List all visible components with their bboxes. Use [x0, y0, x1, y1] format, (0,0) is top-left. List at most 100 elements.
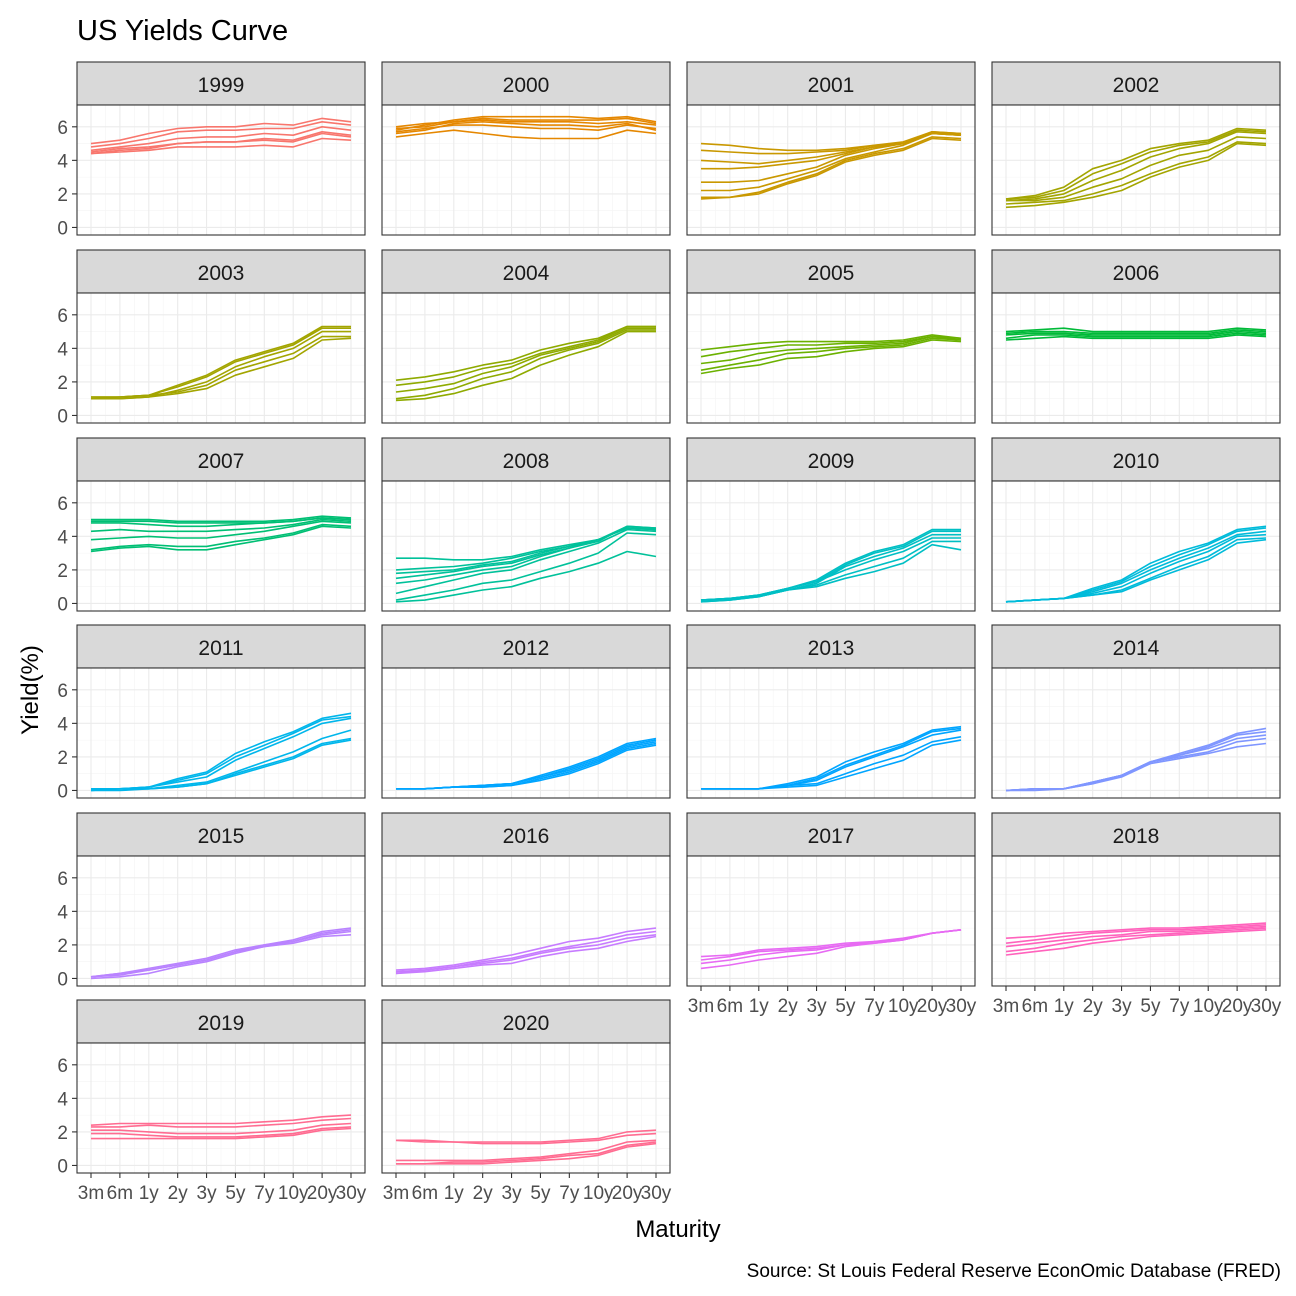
- x-tick-label: 5y: [225, 1183, 246, 1204]
- y-tick-label: 6: [57, 118, 68, 139]
- chart-caption: Source: St Louis Federal Reserve EconOmi…: [747, 1261, 1281, 1282]
- yield-curve-2004-2: [395, 325, 656, 387]
- x-tick-label: 6m: [1022, 996, 1048, 1017]
- panel-2010: 2010: [991, 437, 1281, 612]
- x-tick-label: 2y: [778, 996, 799, 1017]
- x-tick-label: 6m: [717, 996, 743, 1017]
- panel-strip: [381, 437, 671, 482]
- panel-2008: 2008: [381, 437, 671, 612]
- panel-strip-label: 2019: [198, 1012, 245, 1035]
- panel-border: [686, 104, 976, 236]
- panel-border: [76, 1042, 366, 1174]
- x-tick-label: 3y: [197, 1183, 218, 1204]
- panel-strip-label: 2008: [503, 450, 550, 473]
- panel-2011: 2011 0 2 4 6: [57, 624, 366, 802]
- x-tick-label: 3m: [78, 1183, 104, 1204]
- panel-border: [381, 667, 671, 799]
- x-tick-label: 3y: [807, 996, 828, 1017]
- yield-curve-2007-7: [90, 523, 352, 551]
- panel-strip-label: 2013: [808, 637, 855, 660]
- yield-curve-2007-1: [91, 515, 352, 523]
- y-tick-label: 6: [57, 869, 68, 890]
- yield-curve-2019-3: [91, 1122, 352, 1135]
- panel-strip: [991, 624, 1281, 669]
- panel-strip-label: 2009: [808, 450, 855, 473]
- yield-curve-2019-2: [91, 1117, 352, 1128]
- x-tick-label: 6m: [107, 1183, 133, 1204]
- yield-curve-2003-5: [91, 337, 352, 400]
- panel-border: [381, 104, 671, 236]
- yield-curve-2016-1: [395, 927, 657, 971]
- y-tick-label: 4: [57, 527, 68, 548]
- yield-curve-2001-6: [701, 132, 962, 192]
- y-tick-label: 2: [57, 373, 68, 394]
- yield-curve-2007-5: [90, 520, 352, 541]
- panel-strip: [686, 812, 976, 857]
- yield-curve-2016-3: [395, 934, 657, 975]
- y-tick-label: 2: [57, 1123, 68, 1144]
- y-tick-label: 2: [57, 561, 68, 582]
- yield-curve-2001-4: [701, 131, 962, 170]
- y-tick-label: 6: [57, 681, 68, 702]
- panel-2002: 2002: [991, 61, 1281, 236]
- panel-2004: 2004: [381, 249, 671, 424]
- yield-curve-2006-1: [1005, 334, 1267, 341]
- panel-strip-label: 2015: [198, 825, 245, 848]
- yield-curve-2003-4: [91, 335, 351, 398]
- x-tick-label: 2y: [473, 1183, 494, 1204]
- y-tick-label: 0: [57, 218, 68, 239]
- yield-curve-2000-1: [395, 129, 657, 140]
- yield-curve-2000-3: [395, 119, 657, 130]
- yield-curve-2004-4: [395, 329, 656, 400]
- panel-strip-label: 2012: [503, 637, 550, 660]
- panel-border: [686, 292, 976, 424]
- x-tick-label: 10y: [1193, 996, 1224, 1017]
- panel-strip-label: 2006: [1113, 262, 1160, 285]
- panel-strip: [991, 61, 1281, 106]
- y-tick-label: 4: [57, 339, 68, 360]
- x-tick-label: 2y: [1083, 996, 1104, 1017]
- y-tick-label: 0: [57, 1156, 68, 1177]
- panel-strip: [76, 999, 366, 1044]
- yield-curve-2008-8: [395, 550, 657, 603]
- x-tick-label: 2y: [168, 1183, 189, 1204]
- yield-curve-2001-7: [701, 136, 962, 199]
- panel-border: [76, 292, 366, 424]
- x-tick-label: 3y: [502, 1183, 523, 1204]
- x-tick-label: 7y: [559, 1183, 580, 1204]
- x-tick-label: 3m: [993, 996, 1019, 1017]
- panel-strip: [76, 61, 366, 106]
- panel-border: [381, 1042, 671, 1174]
- yield-curve-2000-6: [395, 121, 657, 135]
- panel-strip-label: 2017: [808, 825, 855, 848]
- panel-strip-label: 2001: [808, 74, 855, 97]
- panel-2016: 2016: [381, 812, 671, 987]
- yield-curve-2005-2: [700, 335, 962, 358]
- yield-curve-2014-4: [1005, 737, 1267, 792]
- yield-curve-2004-5: [395, 330, 656, 402]
- x-tick-label: 30y: [946, 996, 977, 1017]
- panel-2003: 2003 0 2 4 6: [57, 249, 366, 427]
- panel-border: [991, 667, 1281, 799]
- panel-border: [381, 855, 671, 987]
- yield-curve-2008-5: [395, 527, 657, 585]
- yield-curve-2002-6: [1005, 142, 1267, 209]
- chart-title: US Yields Curve: [77, 15, 288, 47]
- yield-curve-2009-5: [700, 540, 961, 601]
- yield-curve-2007-4: [90, 518, 352, 533]
- yield-curve-2019-1: [90, 1114, 352, 1126]
- yield-curve-2019-4: [91, 1126, 352, 1138]
- y-tick-label: 0: [57, 406, 68, 427]
- panel-border: [991, 292, 1281, 424]
- x-tick-label: 3y: [1112, 996, 1133, 1017]
- yield-curve-2015-4: [90, 934, 352, 980]
- panel-border: [76, 104, 366, 236]
- yield-curve-2015-1: [90, 927, 352, 978]
- yield-curve-2008-7: [395, 532, 657, 601]
- x-tick-label: 20y: [917, 996, 948, 1017]
- panel-border: [686, 667, 976, 799]
- panel-strip-label: 2000: [503, 74, 550, 97]
- x-tick-label: 1y: [444, 1183, 465, 1204]
